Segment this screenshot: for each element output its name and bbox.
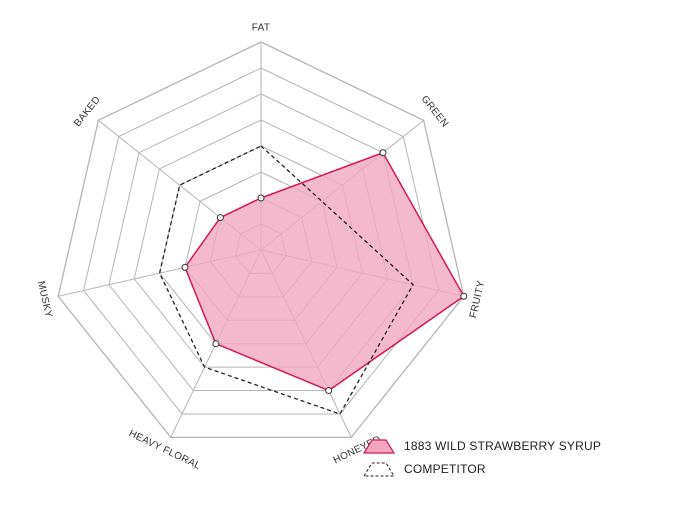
grid-ring-7 [83,67,439,415]
axis-label-fat: FAT [252,23,271,34]
data-point-primary-green [379,149,387,157]
axis-label-baked: BAKED [72,94,103,129]
series-area-primary [184,151,465,392]
axis-label-heavy-floral: HEAVY FLORAL [127,428,202,472]
grid-ring-8 [57,41,465,439]
legend-label-competitor: COMPETITOR [404,461,486,476]
data-point-primary-fruity [460,292,468,300]
data-point-primary-baked [216,214,224,222]
data-point-primary-musky [181,263,189,271]
data-point-primary-heavy-floral [212,340,220,348]
axis-label-musky: MUSKY [35,280,54,319]
legend-item-primary: 1883 WILD STRAWBERRY SYRUP [362,434,601,457]
axis-label-green: GREEN [419,94,451,130]
axis-label-fruity: FRUITY [468,280,487,319]
legend-item-competitor: COMPETITOR [362,457,601,480]
legend: 1883 WILD STRAWBERRY SYRUP COMPETITOR [362,434,601,480]
data-point-primary-honeyed [325,387,333,395]
data-point-primary-fat [257,194,265,202]
legend-label-primary: 1883 WILD STRAWBERRY SYRUP [404,438,602,453]
legend-swatch-dashed-icon [363,462,395,476]
series-layer [158,145,468,415]
legend-swatch-filled-icon [362,438,396,454]
